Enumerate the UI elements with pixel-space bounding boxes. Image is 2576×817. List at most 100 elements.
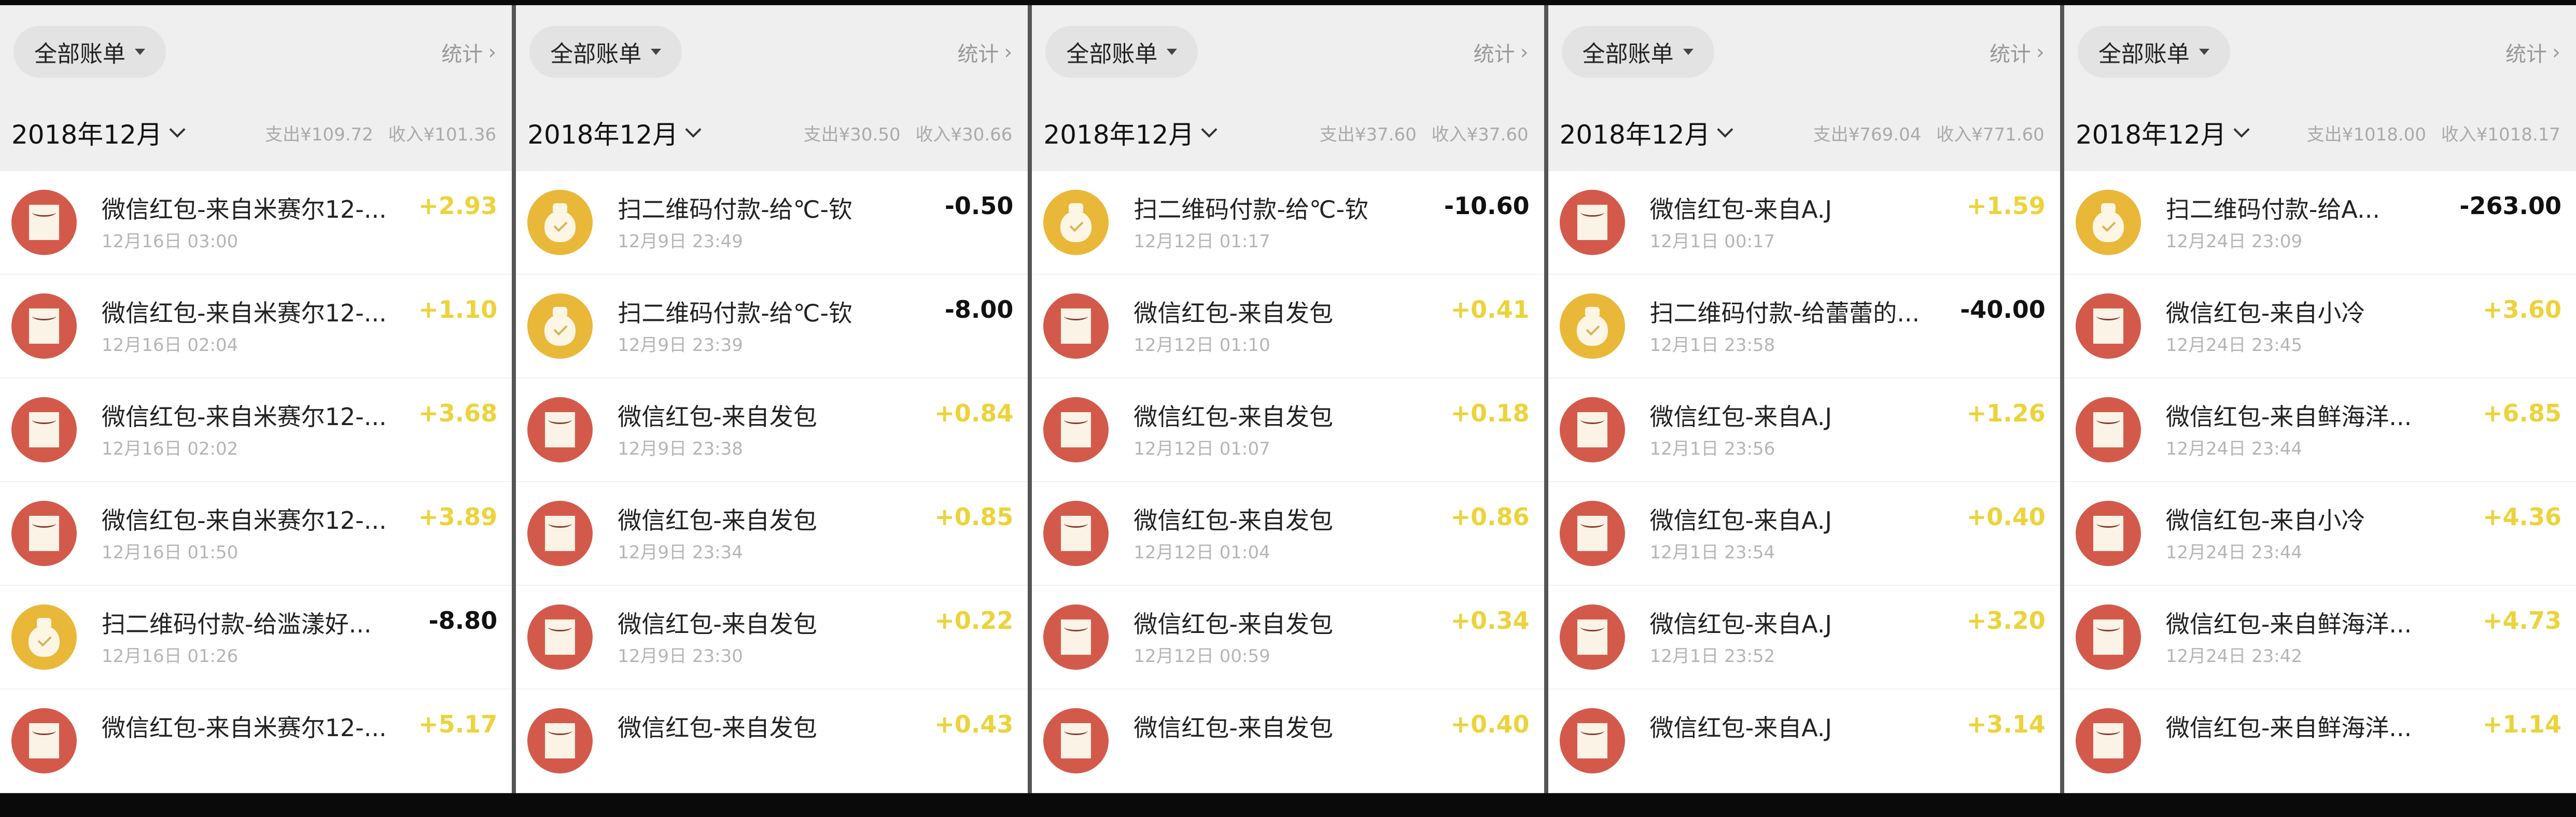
transaction-row[interactable]: 微信红包-来自A.J 12月1日 00:17 +1.59 bbox=[1548, 171, 2060, 275]
transaction-row[interactable]: 微信红包-来自发包 12月12日 00:59 +0.34 bbox=[1032, 586, 1544, 689]
transaction-time: 12月9日 23:34 bbox=[618, 542, 743, 563]
transaction-row[interactable]: 微信红包-来自A.J +3.14 bbox=[1548, 689, 2060, 793]
transaction-time: 12月16日 01:50 bbox=[102, 542, 239, 563]
stats-label: 统计 bbox=[1473, 43, 1515, 66]
transaction-time: 12月16日 02:04 bbox=[102, 335, 239, 356]
transaction-row[interactable]: 扫二维码付款-给蕾蕾的... 12月1日 23:58 -40.00 bbox=[1548, 275, 2060, 378]
transaction-row[interactable]: 微信红包-来自发包 12月12日 01:10 +0.41 bbox=[1032, 275, 1544, 378]
transaction-row[interactable]: 微信红包-来自发包 +0.43 bbox=[516, 689, 1028, 793]
transaction-title: 微信红包-来自发包 bbox=[1133, 403, 1334, 431]
transaction-title: 微信红包-来自A.J bbox=[1649, 610, 1832, 638]
transaction-row[interactable]: 微信红包-来自米赛尔12-... 12月16日 01:50 +3.89 bbox=[0, 482, 512, 586]
caret-down-icon bbox=[135, 49, 145, 55]
transaction-row[interactable]: 扫二维码付款-给℃-钦 12月9日 23:39 -8.00 bbox=[516, 275, 1028, 378]
red-packet-icon bbox=[2075, 501, 2141, 566]
transaction-row[interactable]: 微信红包-来自鲜海洋... 12月24日 23:44 +6.85 bbox=[2064, 378, 2576, 482]
month-selector[interactable]: 2018年12月 bbox=[1043, 114, 1217, 151]
transaction-row[interactable]: 微信红包-来自发包 +0.40 bbox=[1032, 689, 1544, 793]
transaction-amount: -0.50 bbox=[944, 192, 1014, 220]
stats-link[interactable]: 统计 › bbox=[441, 37, 496, 67]
envelope-glyph bbox=[1577, 412, 1607, 447]
month-selector[interactable]: 2018年12月 bbox=[527, 114, 702, 151]
transaction-row[interactable]: 微信红包-来自小冷 12月24日 23:44 +4.36 bbox=[2064, 482, 2576, 586]
transaction-row[interactable]: 微信红包-来自A.J 12月1日 23:56 +1.26 bbox=[1548, 378, 2060, 482]
transaction-row[interactable]: 微信红包-来自米赛尔12-... +5.17 bbox=[0, 689, 512, 793]
all-bills-filter-button[interactable]: 全部账单 bbox=[2077, 26, 2230, 78]
red-packet-icon bbox=[1043, 501, 1109, 566]
filter-label: 全部账单 bbox=[1066, 41, 1158, 67]
qr-pay-icon bbox=[1559, 293, 1625, 359]
all-bills-filter-button[interactable]: 全部账单 bbox=[1561, 26, 1714, 78]
transaction-row[interactable]: 微信红包-来自发包 12月12日 01:04 +0.86 bbox=[1032, 482, 1544, 586]
transaction-amount: +2.93 bbox=[418, 192, 498, 220]
transaction-amount: +1.59 bbox=[1966, 192, 2046, 220]
month-selector[interactable]: 2018年12月 bbox=[1560, 114, 1734, 151]
transaction-amount: +3.89 bbox=[418, 503, 498, 531]
filter-label: 全部账单 bbox=[34, 41, 125, 67]
envelope-glyph bbox=[29, 205, 59, 240]
chevron-right-icon: › bbox=[488, 40, 497, 64]
chevron-down-icon bbox=[1717, 121, 1734, 138]
transaction-row[interactable]: 微信红包-来自A.J 12月1日 23:54 +0.40 bbox=[1548, 482, 2060, 586]
transaction-row[interactable]: 扫二维码付款-给A... 12月24日 23:09 -263.00 bbox=[2064, 171, 2576, 275]
transaction-time: 12月24日 23:44 bbox=[2165, 542, 2303, 563]
transaction-title: 扫二维码付款-给蕾蕾的... bbox=[1649, 299, 1920, 327]
envelope-glyph bbox=[2093, 516, 2123, 551]
all-bills-filter-button[interactable]: 全部账单 bbox=[529, 26, 682, 78]
transaction-amount: +4.36 bbox=[2482, 503, 2562, 531]
transaction-title: 微信红包-来自A.J bbox=[1649, 195, 1832, 223]
transaction-row[interactable]: 微信红包-来自发包 12月9日 23:34 +0.85 bbox=[516, 482, 1028, 586]
expense-total: 支出¥769.04 bbox=[1813, 124, 1922, 145]
transaction-row[interactable]: 扫二维码付款-给℃-钦 12月9日 23:49 -0.50 bbox=[516, 171, 1028, 275]
transaction-amount: +0.34 bbox=[1450, 607, 1530, 635]
transaction-title: 微信红包-来自发包 bbox=[1133, 506, 1334, 534]
stats-link[interactable]: 统计 › bbox=[1990, 37, 2045, 67]
month-selector[interactable]: 2018年12月 bbox=[11, 114, 186, 151]
red-packet-icon bbox=[1559, 397, 1625, 462]
month-summary: 支出¥1018.00 收入¥1018.17 bbox=[2298, 120, 2560, 146]
stats-label: 统计 bbox=[1989, 43, 2031, 66]
red-packet-icon bbox=[527, 604, 593, 670]
transaction-row[interactable]: 微信红包-来自米赛尔12-... 12月16日 02:04 +1.10 bbox=[0, 275, 512, 378]
all-bills-filter-button[interactable]: 全部账单 bbox=[1045, 26, 1198, 78]
transaction-time: 12月9日 23:30 bbox=[618, 646, 743, 667]
red-packet-icon bbox=[1043, 708, 1109, 773]
transaction-row[interactable]: 微信红包-来自发包 12月12日 01:07 +0.18 bbox=[1032, 378, 1544, 482]
transaction-row[interactable]: 扫二维码付款-给滥漾好... 12月16日 01:26 -8.80 bbox=[0, 586, 512, 689]
envelope-glyph bbox=[1577, 619, 1607, 655]
chevron-down-icon bbox=[685, 121, 702, 138]
transaction-row[interactable]: 微信红包-来自小冷 12月24日 23:45 +3.60 bbox=[2064, 275, 2576, 378]
envelope-glyph bbox=[1061, 723, 1091, 758]
stats-link[interactable]: 统计 › bbox=[1474, 37, 1529, 67]
transaction-row[interactable]: 微信红包-来自鲜海洋... +1.14 bbox=[2064, 689, 2576, 793]
chevron-right-icon: › bbox=[2552, 40, 2561, 64]
transaction-amount: +0.86 bbox=[1450, 503, 1530, 531]
transaction-row[interactable]: 微信红包-来自A.J 12月1日 23:52 +3.20 bbox=[1548, 586, 2060, 689]
bill-panels: 全部账单 统计 › 2018年12月 支出¥109.72 收入¥101.36 bbox=[0, 5, 2576, 793]
qr-pay-icon bbox=[1043, 190, 1109, 255]
transaction-row[interactable]: 扫二维码付款-给℃-钦 12月12日 01:17 -10.60 bbox=[1032, 171, 1544, 275]
stats-link[interactable]: 统计 › bbox=[957, 37, 1012, 67]
transaction-row[interactable]: 微信红包-来自米赛尔12-... 12月16日 02:02 +3.68 bbox=[0, 378, 512, 482]
transaction-time: 12月1日 23:56 bbox=[1649, 439, 1775, 459]
chevron-down-icon bbox=[169, 121, 186, 138]
red-packet-icon bbox=[11, 190, 77, 255]
red-packet-icon bbox=[2075, 708, 2141, 773]
red-packet-icon bbox=[11, 708, 77, 773]
transaction-amount: +0.84 bbox=[934, 399, 1014, 427]
transaction-amount: +0.43 bbox=[934, 710, 1014, 738]
month-selector[interactable]: 2018年12月 bbox=[2076, 114, 2250, 151]
envelope-glyph bbox=[2093, 308, 2123, 344]
transaction-row[interactable]: 微信红包-来自鲜海洋... 12月24日 23:42 +4.73 bbox=[2064, 586, 2576, 689]
transaction-title: 微信红包-来自发包 bbox=[1133, 610, 1334, 638]
envelope-glyph bbox=[29, 412, 59, 447]
transaction-row[interactable]: 微信红包-来自发包 12月9日 23:38 +0.84 bbox=[516, 378, 1028, 482]
stats-link[interactable]: 统计 › bbox=[2505, 37, 2560, 67]
transaction-title: 扫二维码付款-给A... bbox=[2165, 195, 2380, 223]
caret-down-icon bbox=[651, 49, 662, 55]
transaction-title: 微信红包-来自发包 bbox=[618, 403, 817, 431]
all-bills-filter-button[interactable]: 全部账单 bbox=[13, 26, 166, 78]
transaction-row[interactable]: 微信红包-来自米赛尔12-... 12月16日 03:00 +2.93 bbox=[0, 171, 512, 275]
transaction-list: 微信红包-来自米赛尔12-... 12月16日 03:00 +2.93 微信红包… bbox=[0, 171, 512, 793]
transaction-row[interactable]: 微信红包-来自发包 12月9日 23:30 +0.22 bbox=[516, 586, 1028, 689]
